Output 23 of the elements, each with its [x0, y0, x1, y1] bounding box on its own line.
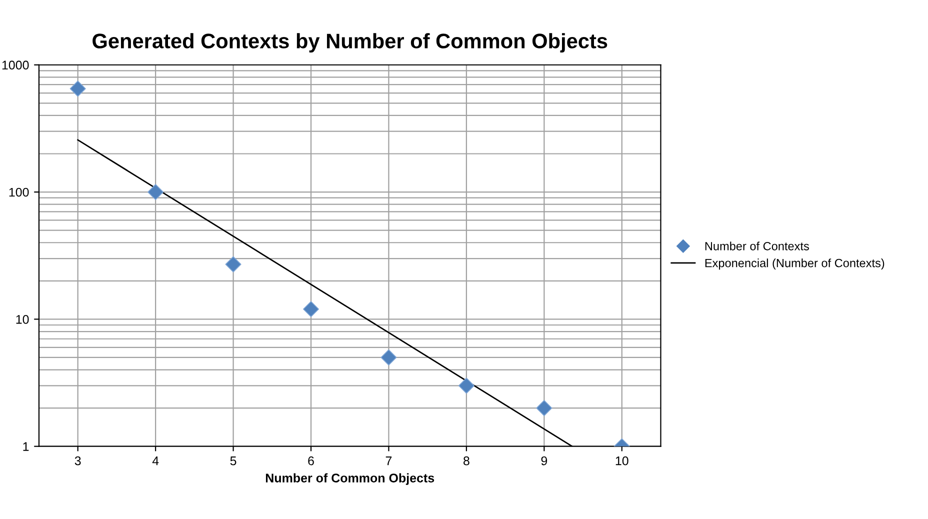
x-tick-label: 6 [308, 456, 314, 466]
x-tick-label: 4 [152, 456, 159, 466]
x-tick-label: 5 [230, 456, 236, 466]
legend-label: Number of Contexts [705, 242, 809, 250]
y-tick-label: 10 [16, 314, 29, 324]
x-tick-label: 10 [616, 456, 628, 466]
legend-label: Exponencial (Number of Contexts) [705, 258, 884, 270]
point [302, 301, 320, 318]
point [225, 256, 242, 272]
y-tick-label: 1 [23, 442, 29, 451]
y-tick-label: 1000 [2, 60, 29, 70]
x-tick-label: 7 [386, 456, 392, 466]
x-tick-label: 8 [464, 456, 470, 466]
point [380, 349, 397, 366]
x-tick-label: 3 [74, 456, 81, 466]
point [70, 80, 86, 97]
chart-title: Generated Contexts by Number of Common Objects [92, 33, 608, 53]
point [536, 400, 552, 416]
x-tick-label: 9 [541, 456, 548, 466]
y-tick-label: 100 [9, 188, 29, 197]
x-axis-title: Number of Common Objects [266, 473, 434, 485]
point [458, 378, 474, 394]
point [148, 184, 164, 200]
